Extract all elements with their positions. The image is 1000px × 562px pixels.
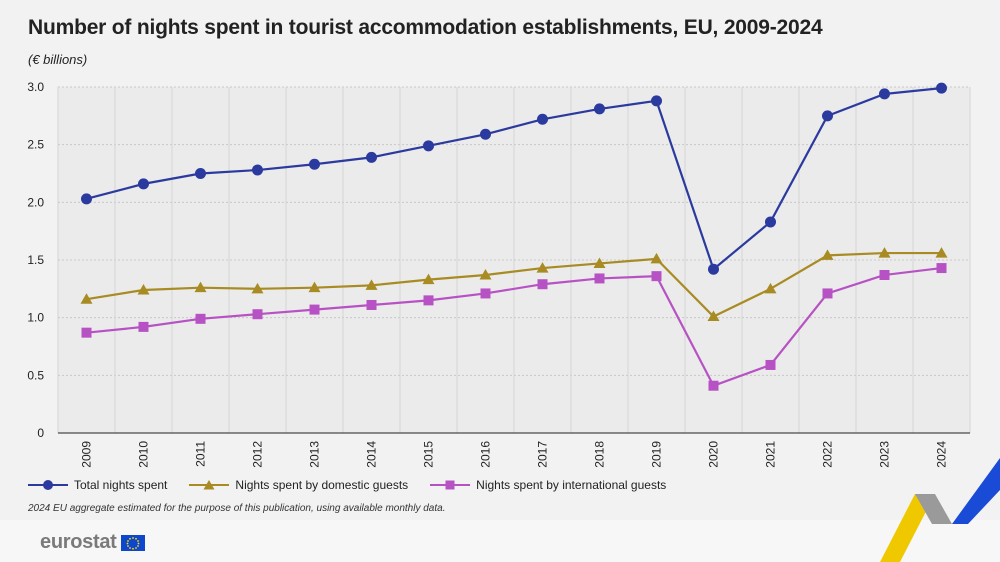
data-point-total xyxy=(936,82,947,94)
data-point-domestic xyxy=(251,282,264,294)
legend-label-domestic: Nights spent by domestic guests xyxy=(235,478,409,492)
data-point-total xyxy=(651,95,662,107)
data-point-international xyxy=(480,288,491,299)
x-tick-label: 2012 xyxy=(251,441,265,468)
data-point-total xyxy=(309,158,320,170)
x-tick-label: 2014 xyxy=(365,441,379,468)
data-point-international xyxy=(651,271,662,282)
data-point-international xyxy=(366,299,377,310)
series-line xyxy=(86,251,942,318)
data-point-total xyxy=(708,263,719,275)
data-point-total xyxy=(480,128,491,140)
data-point-domestic xyxy=(764,282,777,294)
data-point-international xyxy=(822,288,833,299)
data-point-international xyxy=(594,273,605,284)
x-tick-label: 2021 xyxy=(764,441,778,468)
data-point-domestic xyxy=(878,247,891,258)
data-point-international xyxy=(195,313,206,324)
logo-text: eurostat xyxy=(40,531,117,553)
legend-marker-square-icon xyxy=(430,480,471,490)
data-point-total xyxy=(765,216,776,228)
data-point-international xyxy=(138,321,149,332)
x-tick-label: 2020 xyxy=(707,441,721,468)
data-point-total xyxy=(366,151,377,163)
y-tick-label: 1.0 xyxy=(27,311,44,325)
x-tick-label: 2022 xyxy=(821,441,835,468)
x-tick-label: 2016 xyxy=(479,441,493,468)
data-point-domestic xyxy=(593,257,606,268)
y-tick-label: 1.5 xyxy=(27,253,44,267)
footer-band xyxy=(0,520,1000,562)
eu-flag-icon xyxy=(120,534,145,551)
data-point-total xyxy=(423,140,434,152)
eurostat-corner-ribbon-icon xyxy=(880,458,1000,562)
x-tick-label: 2017 xyxy=(536,441,550,468)
x-tick-label: 2010 xyxy=(137,441,151,468)
data-point-domestic xyxy=(821,249,834,260)
legend-item-total: Total nights spent xyxy=(28,478,167,492)
data-point-total xyxy=(537,113,548,125)
data-point-international xyxy=(81,327,92,338)
y-tick-label: 0.5 xyxy=(27,368,44,382)
data-point-domestic xyxy=(422,273,435,285)
y-tick-label: 0 xyxy=(37,426,44,440)
x-tick-label: 2009 xyxy=(80,441,94,468)
footnote: 2024 EU aggregate estimated for the purp… xyxy=(28,503,446,514)
data-point-domestic xyxy=(935,247,948,258)
data-point-international xyxy=(879,269,890,280)
data-point-international xyxy=(765,359,776,370)
data-point-domestic xyxy=(479,268,492,280)
legend-marker-triangle-icon xyxy=(189,480,230,490)
data-point-total xyxy=(195,168,206,179)
data-point-total xyxy=(879,88,890,100)
x-tick-label: 2011 xyxy=(194,441,208,467)
data-point-domestic xyxy=(365,279,378,290)
x-tick-label: 2018 xyxy=(593,441,607,468)
series-line xyxy=(86,87,942,272)
legend-marker-circle-icon xyxy=(28,480,68,490)
chart-subtitle: (€ billions) xyxy=(28,52,88,67)
data-point-domestic xyxy=(308,281,321,293)
data-point-international xyxy=(537,279,548,290)
legend-item-international: Nights spent by international guests xyxy=(430,478,666,492)
data-point-international xyxy=(423,295,434,306)
data-point-total xyxy=(81,193,92,205)
x-tick-label: 2015 xyxy=(422,441,436,468)
x-tick-label: 2023 xyxy=(878,441,892,468)
y-tick-label: 3.0 xyxy=(27,80,44,94)
chart-title: Number of nights spent in tourist accomm… xyxy=(28,16,823,39)
eurostat-logo: eurostat xyxy=(40,531,145,554)
data-point-domestic xyxy=(650,252,663,264)
data-point-international xyxy=(708,380,719,391)
line-chart: 0 0.5 1.0 1.5 2.0 2.5 3.0 2009 2010 2011 2012 2013 2… xyxy=(27,80,971,468)
data-point-total xyxy=(594,103,605,115)
data-point-domestic xyxy=(536,262,549,273)
legend-label-total: Total nights spent xyxy=(74,478,168,492)
data-point-domestic xyxy=(80,293,93,304)
data-point-total xyxy=(138,178,149,190)
data-point-domestic xyxy=(194,281,207,293)
chart-legend: Total nights spent Nights spent by domes… xyxy=(28,478,666,492)
x-tick-label: 2019 xyxy=(650,441,664,468)
data-point-international xyxy=(936,263,947,274)
data-point-total xyxy=(252,164,263,176)
data-point-domestic xyxy=(707,310,720,322)
x-tick-label: 2024 xyxy=(935,441,949,468)
legend-item-domestic: Nights spent by domestic guests xyxy=(189,478,408,492)
data-point-total xyxy=(822,110,833,122)
data-point-international xyxy=(252,309,263,320)
series-line xyxy=(86,266,942,388)
data-point-domestic xyxy=(137,283,150,295)
legend-label-international: Nights spent by international guests xyxy=(476,478,667,492)
x-tick-label: 2013 xyxy=(308,441,322,468)
data-point-international xyxy=(309,304,320,315)
y-tick-label: 2.5 xyxy=(27,138,44,152)
y-tick-label: 2.0 xyxy=(27,195,44,209)
